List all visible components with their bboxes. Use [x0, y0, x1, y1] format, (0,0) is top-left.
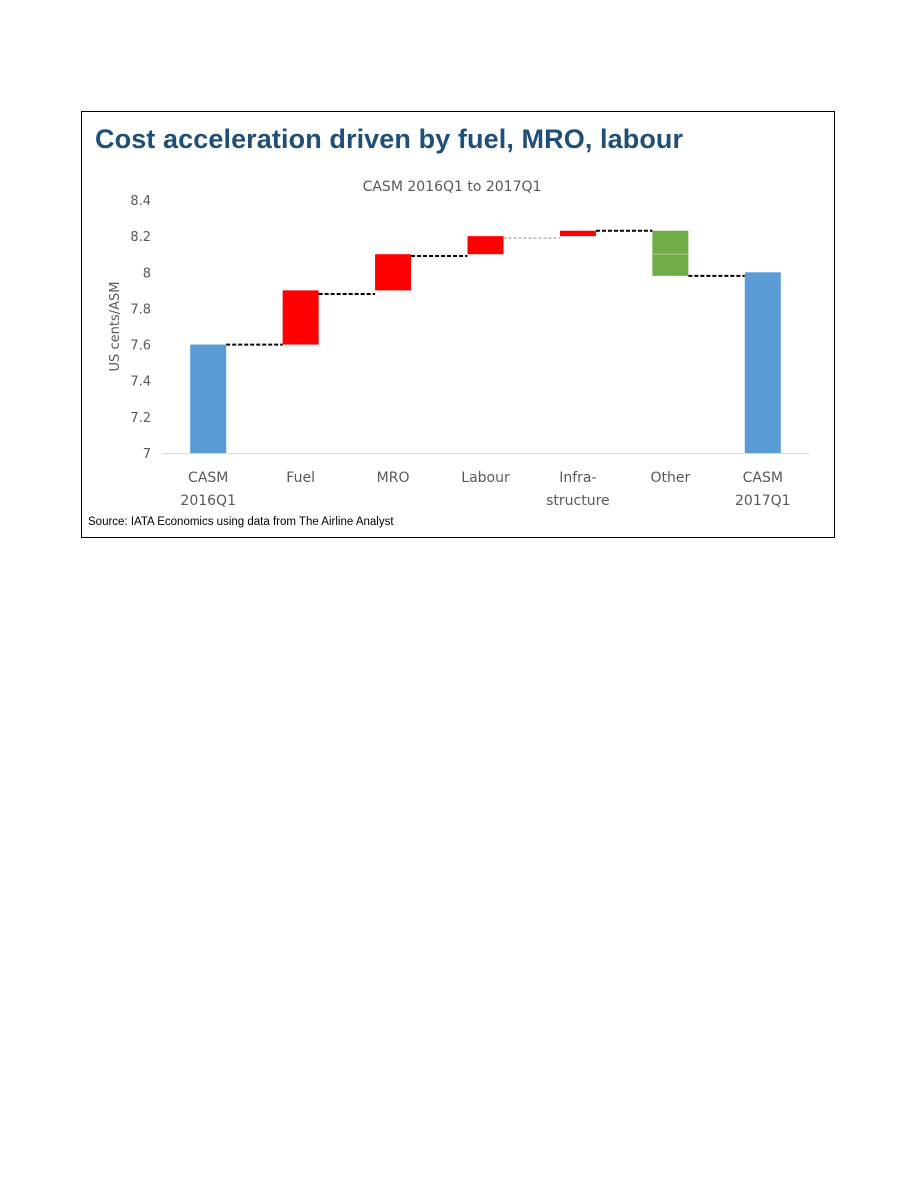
- x-tick-label: MRO: [377, 470, 410, 486]
- y-tick-label: 7.2: [130, 411, 151, 426]
- x-tick-label: structure: [546, 493, 610, 509]
- waterfall-bar: [744, 272, 781, 453]
- x-tick-label: 2016Q1: [180, 493, 236, 509]
- waterfall-bar: [652, 230, 689, 276]
- waterfall-bar: [282, 290, 319, 345]
- y-tick-label: 7: [143, 447, 151, 462]
- y-tick-label: 7.6: [130, 339, 151, 354]
- chart-slide: Cost acceleration driven by fuel, MRO, l…: [81, 111, 835, 538]
- y-tick-label: 8.2: [130, 230, 151, 245]
- x-tick-label: CASM: [743, 470, 783, 486]
- waterfall-bar: [559, 230, 596, 237]
- y-tick-label: 7.8: [130, 302, 151, 317]
- x-tick-label: Other: [650, 470, 690, 486]
- y-tick-label: 7.4: [130, 375, 151, 390]
- waterfall-bar: [375, 254, 412, 291]
- waterfall-chart: CASM 2016Q1 to 2017Q1 US cents/ASM 7 7.2 7.4…: [108, 179, 809, 509]
- x-tick-label: Fuel: [286, 470, 315, 486]
- x-tick-label: Infra-: [559, 470, 596, 486]
- x-tick-label: Labour: [461, 470, 510, 486]
- slide-headline: Cost acceleration driven by fuel, MRO, l…: [95, 124, 684, 154]
- y-axis-label: US cents/ASM: [108, 282, 123, 372]
- x-tick-label: 2017Q1: [735, 493, 791, 509]
- x-tick-label: CASM: [188, 470, 228, 486]
- y-tick-label: 8.4: [130, 194, 151, 209]
- waterfall-bar: [190, 344, 227, 453]
- chart-title: CASM 2016Q1 to 2017Q1: [363, 179, 542, 195]
- y-tick-label: 8: [143, 266, 151, 281]
- waterfall-bar: [467, 236, 504, 255]
- source-note: Source: IATA Economics using data from T…: [88, 516, 394, 528]
